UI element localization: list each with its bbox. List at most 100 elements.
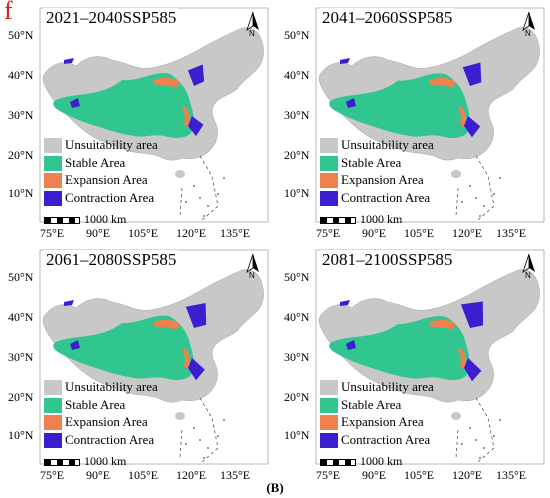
north-arrow-icon: N (244, 252, 262, 282)
latitude-label: 30°N (8, 108, 34, 122)
legend-swatch (320, 415, 338, 430)
map-panel-3: 2061–2080SSP585 N 50°N 40°N 30°N 20°N 10°N 75°E… (4, 248, 272, 488)
longitude-label: 90°E (86, 226, 111, 240)
south-sea-island (207, 447, 209, 449)
legend-swatch (44, 432, 62, 448)
legend-swatch (44, 155, 62, 171)
longitude-label: 90°E (86, 468, 111, 482)
stable-area-region (329, 316, 470, 380)
map-canvas (39, 249, 269, 465)
latitude-label: 10°N (284, 428, 310, 442)
longitude-label: 135°E (496, 468, 527, 482)
latitude-label: 10°N (8, 186, 34, 200)
map-canvas (315, 249, 545, 465)
maritime-boundary (179, 397, 219, 463)
south-sea-island (199, 197, 201, 199)
maritime-boundary (455, 397, 495, 463)
south-sea-island (217, 435, 219, 437)
expansion-area-region (154, 77, 191, 128)
legend-label: Expansion Area (65, 172, 148, 187)
latitude-label: 40°N (284, 310, 310, 324)
latitude-label: 30°N (284, 108, 310, 122)
legend-swatch (44, 415, 62, 430)
scale-bar-graphic (320, 459, 356, 466)
legend-swatch (44, 138, 62, 153)
maritime-boundary (179, 155, 219, 221)
south-sea-island (461, 201, 463, 203)
longitude-label: 135°E (220, 226, 251, 240)
legend-swatch (320, 380, 338, 395)
south-sea-island (499, 419, 501, 421)
stable-area-region (329, 73, 470, 138)
legend-label: Unsuitability area (341, 379, 434, 394)
south-sea-island (483, 447, 485, 449)
legend-label: Unsuitability area (65, 379, 158, 394)
contraction-area-region (185, 303, 207, 381)
maritime-boundary (455, 155, 495, 221)
map-panel-4: 2081–2100SSP585 N 50°N 40°N 30°N 20°N 10°N 75°E… (280, 248, 548, 488)
legend-swatch (320, 190, 338, 206)
contraction-area-region (462, 62, 482, 138)
legend-swatch (44, 397, 62, 413)
panel-title: 2081–2100SSP585 (320, 250, 455, 270)
latitude-label: 10°N (8, 428, 34, 442)
legend-swatch (320, 173, 338, 188)
south-sea-island (461, 443, 463, 445)
map-canvas (315, 7, 545, 223)
latitude-label: 50°N (284, 28, 310, 42)
latitude-label: 40°N (284, 68, 310, 82)
south-sea-island (199, 439, 201, 441)
latitude-label: 10°N (284, 186, 310, 200)
north-arrow-icon: N (520, 252, 538, 282)
south-sea-island (499, 177, 501, 179)
north-label: N (249, 271, 255, 280)
south-sea-island (193, 427, 195, 429)
south-sea-island (475, 439, 477, 441)
longitude-label: 135°E (496, 226, 527, 240)
latitude-label: 20°N (284, 390, 310, 404)
legend-label: Contraction Area (65, 189, 155, 205)
south-sea-island (193, 185, 195, 187)
south-sea-island (203, 457, 205, 459)
longitude-label: 75°E (40, 226, 65, 240)
legend-label: Stable Area (341, 154, 402, 170)
legend-label: Unsuitability area (65, 137, 158, 152)
legend-label: Expansion Area (65, 414, 148, 429)
longitude-label: 120°E (452, 226, 483, 240)
scale-label: 1000 km (360, 454, 403, 468)
scale-label: 1000 km (360, 212, 403, 226)
latitude-label: 20°N (284, 148, 310, 162)
scale-label: 1000 km (84, 454, 127, 468)
longitude-label: 75°E (316, 468, 341, 482)
south-sea-island (493, 193, 495, 195)
legend-label: Stable Area (65, 396, 126, 412)
longitude-label: 90°E (362, 226, 387, 240)
longitude-label: 120°E (452, 468, 483, 482)
longitude-label: 135°E (220, 468, 251, 482)
legend-swatch (44, 173, 62, 188)
south-sea-island (479, 457, 481, 459)
legend-swatch (44, 380, 62, 395)
hainan-island (451, 412, 461, 420)
south-sea-island (483, 205, 485, 207)
legend-label: Contraction Area (65, 431, 155, 447)
scale-bar-graphic (44, 459, 80, 466)
legend-swatch (320, 397, 338, 413)
contraction-area-west (64, 58, 80, 108)
legend-swatch (44, 190, 62, 206)
contraction-area-west (64, 300, 80, 350)
longitude-label: 75°E (40, 468, 65, 482)
taiwan-island (207, 378, 213, 390)
expansion-area-region (154, 319, 191, 370)
south-sea-island (185, 443, 187, 445)
legend-label: Expansion Area (341, 414, 424, 429)
south-sea-island (223, 177, 225, 179)
map-panel-1: 2021–2040SSP585 N 50°N 40°N 30°N 20°N 10°N 75°E… (4, 6, 272, 246)
expansion-area-region (430, 319, 467, 370)
figure-caption: (B) (266, 480, 284, 495)
stable-area-region (53, 73, 194, 138)
south-sea-island (479, 215, 481, 217)
contraction-area-region (187, 64, 205, 137)
hainan-island (175, 412, 185, 420)
longitude-label: 120°E (176, 468, 207, 482)
